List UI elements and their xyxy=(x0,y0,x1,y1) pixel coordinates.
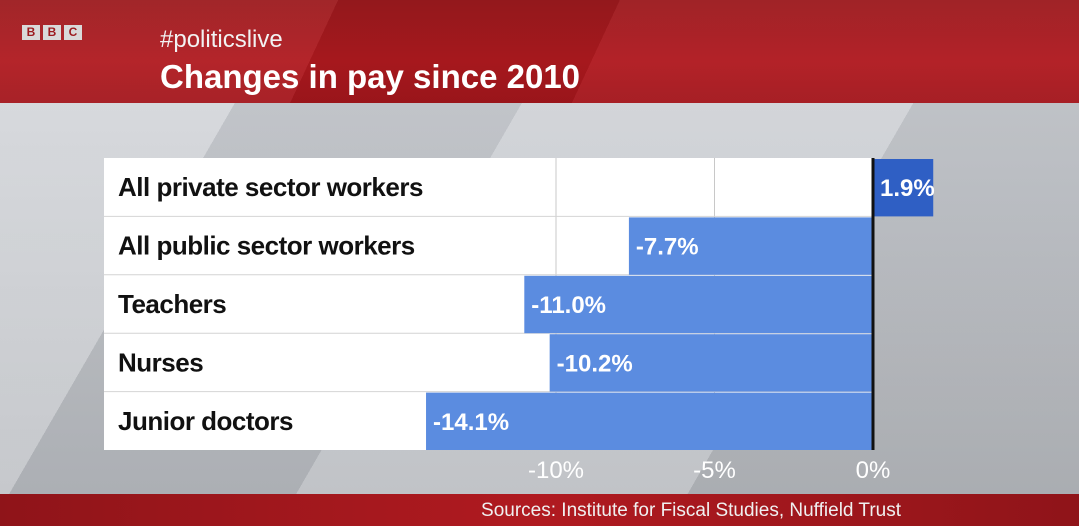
category-label-0: All private sector workers xyxy=(118,172,423,202)
data-label-3: -10.2% xyxy=(557,350,633,377)
bar-1 xyxy=(628,217,873,275)
bar-4 xyxy=(426,392,873,450)
category-label-2: Teachers xyxy=(118,289,226,319)
data-label-0: 1.9% xyxy=(880,175,935,202)
page-title: Changes in pay since 2010 xyxy=(160,58,581,95)
data-label-1: -7.7% xyxy=(636,234,699,261)
x-tick-label-0: -10% xyxy=(528,457,584,484)
category-label-3: Nurses xyxy=(118,347,203,377)
data-label-4: -14.1% xyxy=(433,409,509,436)
logo-letter-c: C xyxy=(64,25,82,40)
x-tick-label-1: -5% xyxy=(693,457,736,484)
hashtag: #politicslive xyxy=(160,26,283,53)
bar-0 xyxy=(873,159,934,217)
header-band xyxy=(0,0,1079,103)
logo-letter-b1: B xyxy=(22,25,40,40)
bar-2 xyxy=(524,275,873,334)
bar-3 xyxy=(549,334,873,392)
sources-text: Sources: Institute for Fiscal Studies, N… xyxy=(481,500,901,521)
category-label-1: All public sector workers xyxy=(118,231,415,261)
data-label-2: -11.0% xyxy=(531,292,606,319)
logo-letter-b2: B xyxy=(43,25,61,40)
x-tick-label-2: 0% xyxy=(856,457,891,484)
category-label-4: Junior doctors xyxy=(118,406,293,436)
footer-band xyxy=(0,494,1079,526)
bbc-logo: B B C xyxy=(22,25,82,40)
